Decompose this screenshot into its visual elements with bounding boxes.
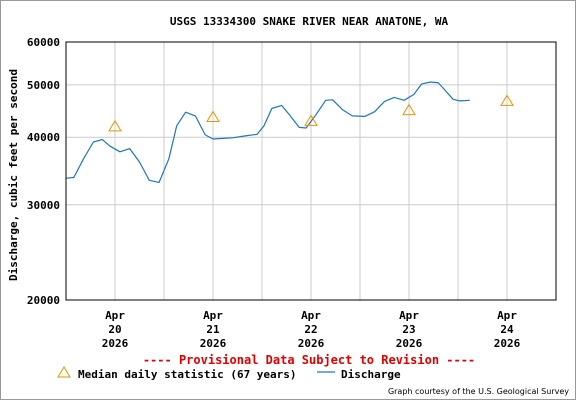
x-tick-label: Apr 24 2026 <box>494 309 521 350</box>
legend-median-label: Median daily statistic (67 years) <box>78 368 297 381</box>
x-tick-label: Apr 22 2026 <box>298 309 325 350</box>
x-tick-labels: Apr 20 2026 Apr 21 2026 Apr 22 2026 Apr 23 2026 Apr 2… <box>102 309 521 350</box>
courtesy-text: Graph courtesy of the U.S. Geological Su… <box>388 387 569 396</box>
grid-layer <box>66 41 556 301</box>
y-tick-label: 30000 <box>27 199 60 212</box>
median-marker <box>304 114 318 126</box>
x-tick-label: Apr 20 2026 <box>102 309 129 350</box>
median-marker <box>402 103 416 116</box>
y-tick-labels: 20000 30000 40000 50000 60000 <box>27 36 60 307</box>
y-tick-label: 60000 <box>27 36 60 49</box>
plot-area-border <box>65 41 557 301</box>
provisional-notice: ---- Provisional Data Subject to Revisio… <box>143 353 475 367</box>
legend: Median daily statistic (67 years) Discha… <box>57 366 401 381</box>
y-axis-label: Discharge, cubic feet per second <box>7 69 20 281</box>
legend-discharge-label: Discharge <box>341 368 401 381</box>
y-tick-label: 50000 <box>27 79 60 92</box>
median-marker <box>500 94 514 106</box>
legend-median-triangle-icon <box>57 366 71 378</box>
median-marker <box>108 119 122 132</box>
y-tick-label: 40000 <box>27 131 60 144</box>
discharge-line <box>65 81 470 183</box>
x-tick-label: Apr 21 2026 <box>200 309 227 350</box>
chart-title: USGS 13334300 SNAKE RIVER NEAR ANATONE, … <box>170 15 449 28</box>
data-layer <box>65 81 514 183</box>
x-tick-label: Apr 23 2026 <box>396 309 423 350</box>
y-tick-label: 20000 <box>27 294 60 307</box>
median-marker <box>206 110 220 123</box>
